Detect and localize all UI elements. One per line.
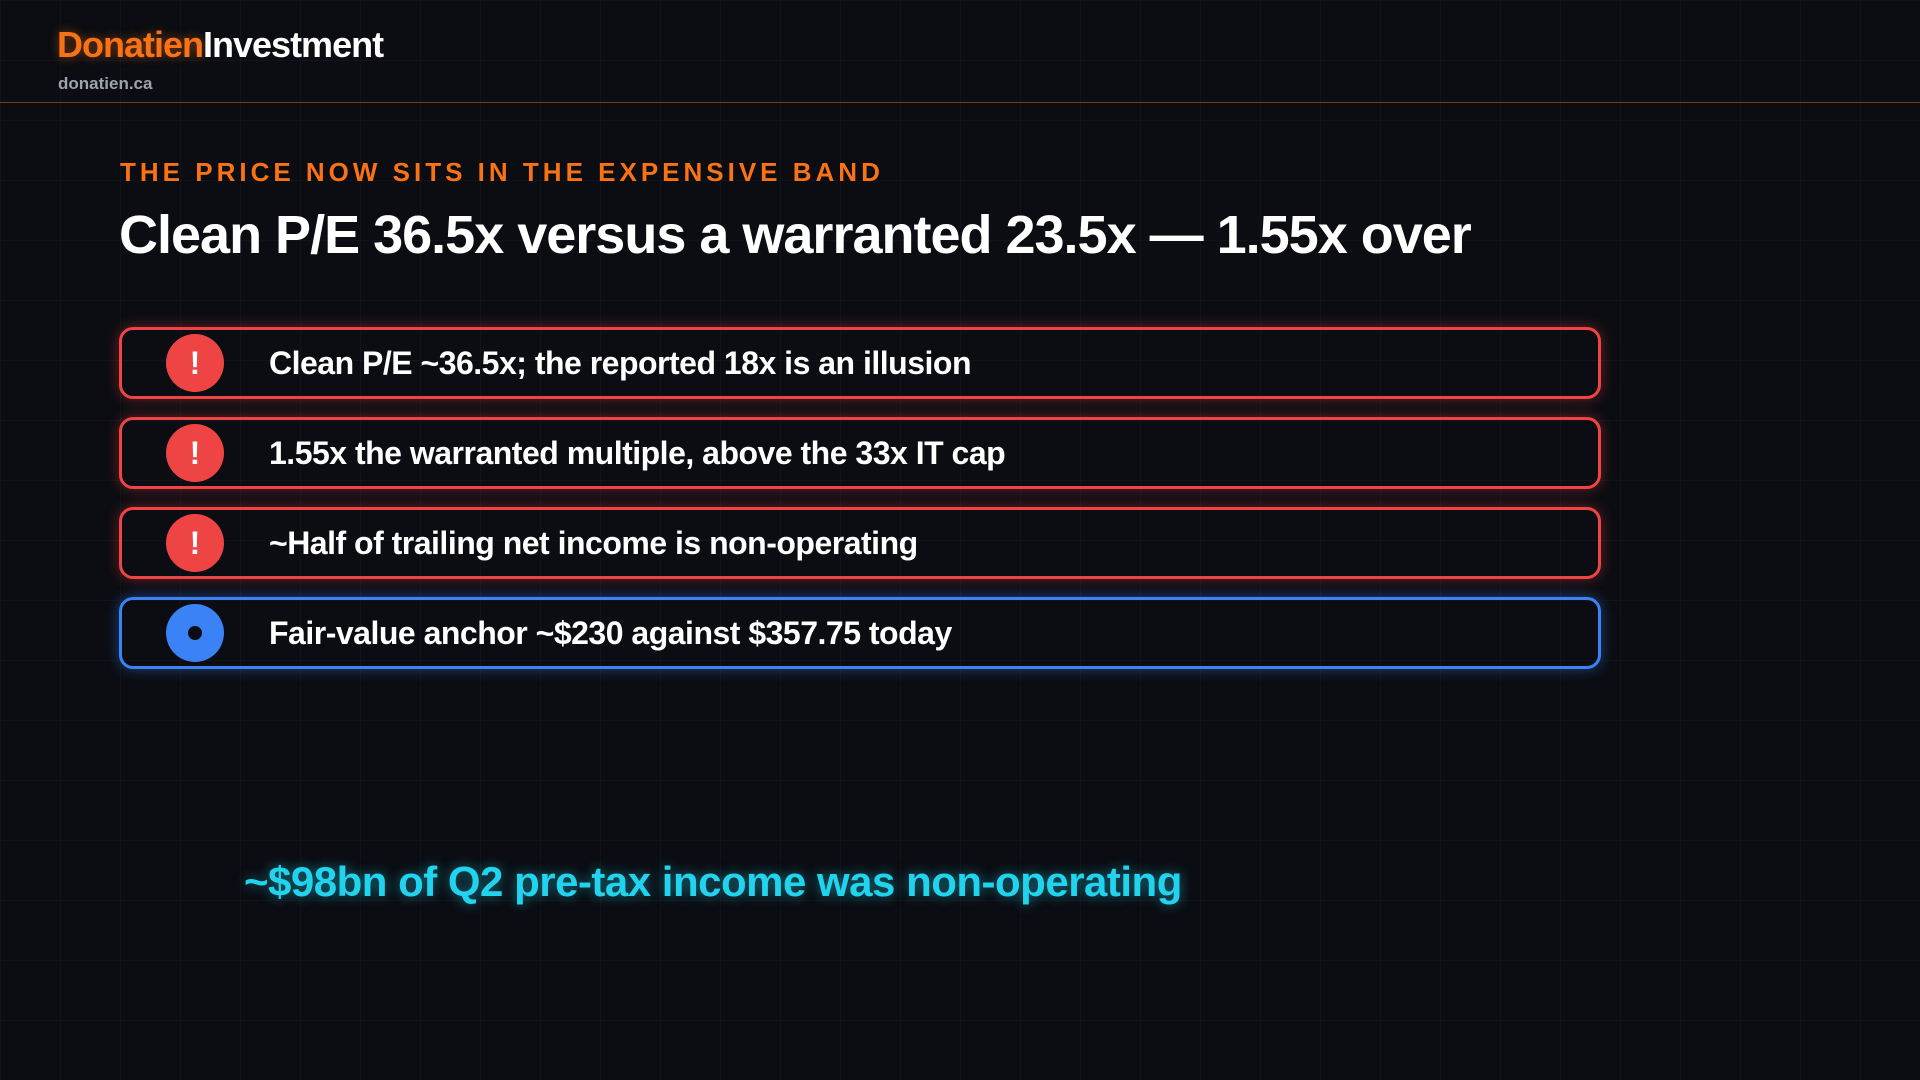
item-text: 1.55x the warranted multiple, above the … — [269, 435, 1006, 471]
list-item: ! 1.55x the warranted multiple, above the… — [119, 417, 1601, 489]
brand-rest: Investment — [203, 24, 384, 65]
brand: DonatienInvestment — [57, 24, 384, 66]
site-url[interactable]: donatien.ca — [58, 74, 153, 93]
info-dot — [188, 626, 202, 640]
item-text: Fair-value anchor ~$230 against $357.75 … — [269, 615, 952, 651]
alert-icon: ! — [166, 514, 224, 572]
alert-icon: ! — [166, 424, 224, 482]
alert-icon: ! — [166, 334, 224, 392]
eyebrow: THE PRICE NOW SITS IN THE EXPENSIVE BAND — [120, 157, 884, 187]
slide-title: Clean P/E 36.5x versus a warranted 23.5x… — [119, 205, 1472, 265]
item-text: Clean P/E ~36.5x; the reported 18x is an… — [269, 345, 971, 381]
list-item: ! ~Half of trailing net income is non-ope… — [119, 507, 1601, 579]
info-icon — [166, 604, 224, 662]
list-item: ! Clean P/E ~36.5x; the reported 18x is a… — [119, 327, 1601, 399]
header-rule — [0, 102, 1920, 103]
brand-accent: Donatien — [57, 24, 204, 65]
item-text: ~Half of trailing net income is non-oper… — [269, 525, 918, 561]
list-item: Fair-value anchor ~$230 against $357.75 … — [119, 597, 1601, 669]
callout: ~$98bn of Q2 pre-tax income was non-oper… — [244, 858, 1182, 905]
